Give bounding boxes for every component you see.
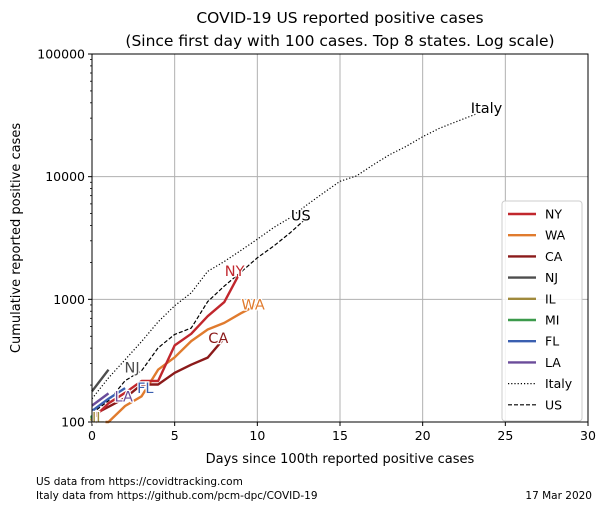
x-tick-label: 20 — [415, 428, 431, 443]
chart-title: COVID-19 US reported positive cases — [196, 9, 483, 27]
series-ny-line — [91, 270, 242, 421]
series-la-label: LA — [115, 389, 133, 405]
y-tick-label: 100 — [61, 415, 85, 430]
series-wa-label: WA — [241, 298, 265, 314]
series-wa-line — [92, 303, 258, 424]
x-tick-label: 0 — [88, 428, 96, 443]
footer-date: 17 Mar 2020 — [525, 490, 592, 502]
series-il-label: IL — [92, 410, 104, 426]
series-lines — [90, 108, 490, 424]
legend-label-fl: FL — [545, 334, 559, 349]
legend-label-ny: NY — [545, 207, 562, 222]
y-axis-label: Cumulative reported positive cases — [9, 123, 24, 353]
series-fl-line — [91, 387, 126, 412]
y-tick-label: 10000 — [45, 169, 85, 184]
legend-label-italy: Italy — [545, 376, 573, 391]
footer-source-us: US data from https://covidtracking.com — [36, 476, 243, 488]
x-axis-ticks: 0 5 10 15 20 25 30 — [88, 422, 596, 443]
legend-label-us: US — [545, 397, 562, 412]
legend-label-wa: WA — [545, 228, 566, 243]
legend-label-la: LA — [545, 355, 561, 370]
x-tick-label: 30 — [580, 428, 596, 443]
x-tick-label: 25 — [497, 428, 513, 443]
x-tick-label: 5 — [171, 428, 179, 443]
series-us-label: US — [291, 209, 311, 225]
series-italy-label: Italy — [471, 101, 503, 117]
legend: NY WA CA NJ IL MI FL LA Italy US — [501, 200, 583, 422]
series-nj-label: NJ — [125, 361, 140, 377]
series-nj-line — [91, 368, 110, 393]
series-ca-label: CA — [208, 331, 228, 347]
series-ca-line — [91, 337, 226, 417]
x-axis-label: Days since 100th reported positive cases — [206, 452, 475, 467]
y-tick-label: 100000 — [37, 47, 85, 62]
legend-label-nj: NJ — [545, 270, 558, 285]
y-axis-ticks: 100 1000 10000 100000 — [37, 47, 92, 430]
series-italy-line — [91, 108, 490, 400]
legend-label-ca: CA — [545, 249, 563, 264]
series-la-line — [91, 392, 110, 407]
plot-frame — [91, 53, 589, 423]
y-tick-label: 1000 — [53, 292, 85, 307]
series-fl-label: FL — [137, 381, 153, 397]
chart-subtitle: (Since first day with 100 cases. Top 8 s… — [125, 32, 554, 50]
footer-source-italy: Italy data from https://github.com/pcm-d… — [36, 490, 318, 502]
series-ny-label: NY — [225, 264, 245, 280]
x-tick-label: 10 — [249, 428, 265, 443]
series-us-line — [91, 217, 308, 414]
legend-label-il: IL — [545, 291, 556, 306]
x-tick-label: 15 — [332, 428, 348, 443]
legend-label-mi: MI — [545, 313, 559, 328]
